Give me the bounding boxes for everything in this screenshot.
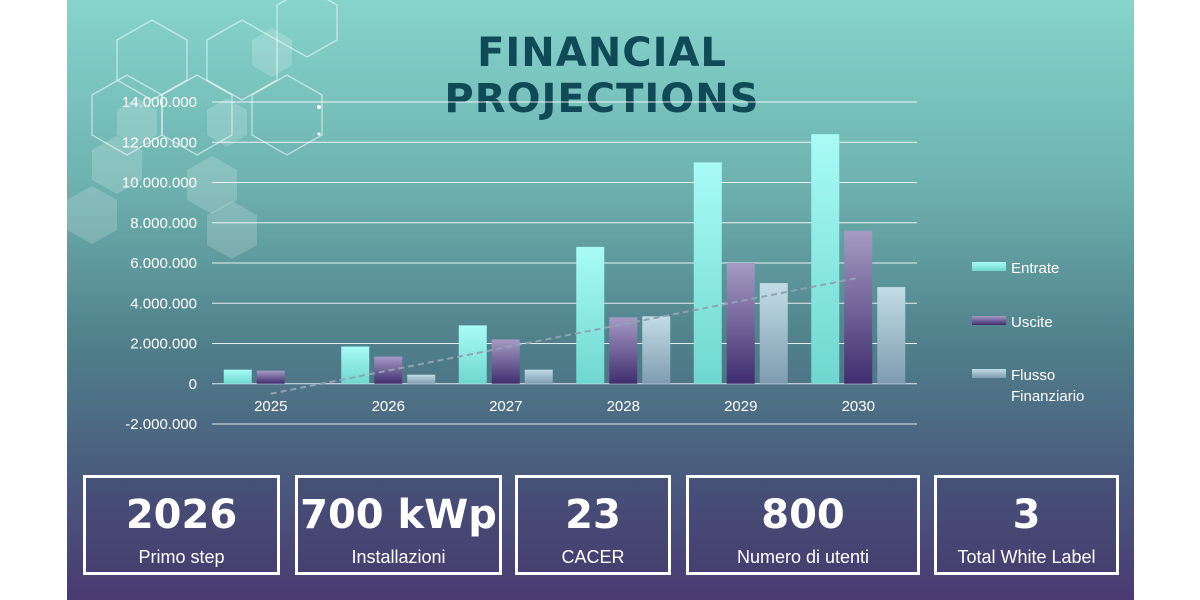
- kpi-value: 2026: [125, 492, 238, 538]
- kpi-card-cacer: 23 CACER: [515, 475, 671, 575]
- kpi-label: Installazioni: [351, 547, 446, 567]
- bar-uscite: [609, 317, 638, 384]
- legend-label: Finanziario: [1011, 388, 1084, 405]
- chart-bars: [223, 134, 906, 385]
- y-tick-label: 10.000.000: [122, 175, 197, 192]
- bar-uscite: [374, 356, 403, 384]
- bar-uscite: [726, 263, 755, 384]
- y-tick-label: -2.000.000: [125, 416, 197, 433]
- bar-uscite: [844, 230, 873, 384]
- kpi-label: Primo step: [138, 547, 225, 567]
- x-tick-label: 2027: [489, 398, 522, 415]
- bar-flusso-finanziario: [289, 383, 318, 385]
- bar-uscite: [256, 370, 285, 384]
- kpi-label: Total White Label: [957, 547, 1096, 567]
- y-axis-ticks: 14.000.000 12.000.000 10.000.000 8.000.000 6…: [122, 94, 197, 433]
- y-tick-label: 0: [189, 376, 197, 393]
- kpi-value: 700 kWp: [300, 492, 497, 538]
- kpi-label: CACER: [561, 547, 625, 567]
- kpi-value: 800: [761, 492, 845, 538]
- y-tick-label: 8.000.000: [130, 215, 197, 232]
- legend-label: Uscite: [1011, 314, 1053, 331]
- chart-legend: Entrate Uscite Flusso Finanziario: [972, 260, 1084, 405]
- x-axis-ticks: 2025 2026 2027 2028 2029 2030: [254, 398, 875, 415]
- kpi-card-primo-step: 2026 Primo step: [83, 475, 280, 575]
- x-tick-label: 2028: [607, 398, 640, 415]
- bar-entrate: [693, 162, 722, 384]
- x-tick-label: 2026: [372, 398, 405, 415]
- legend-label: Entrate: [1011, 260, 1059, 277]
- hexagon-decoration: [67, 0, 338, 259]
- kpi-value: 23: [565, 492, 621, 538]
- x-tick-label: 2029: [724, 398, 757, 415]
- kpi-card-white-label: 3 Total White Label: [934, 475, 1119, 575]
- bar-flusso-finanziario: [877, 287, 906, 384]
- y-tick-label: 2.000.000: [130, 336, 197, 353]
- bar-entrate: [811, 134, 840, 384]
- x-tick-label: 2030: [842, 398, 875, 415]
- kpi-label: Numero di utenti: [736, 547, 870, 567]
- kpi-value: 3: [1012, 492, 1041, 538]
- chart-grid: [212, 101, 917, 425]
- bar-entrate: [576, 246, 605, 384]
- y-tick-label: 14.000.000: [122, 94, 197, 111]
- y-tick-label: 6.000.000: [130, 255, 197, 272]
- legend-swatch: [972, 262, 1006, 271]
- kpi-card-installazioni: 700 kWp Installazioni: [295, 475, 502, 575]
- y-tick-label: 12.000.000: [122, 134, 197, 151]
- bar-uscite: [491, 339, 520, 384]
- bar-flusso-finanziario: [524, 369, 553, 384]
- y-tick-label: 4.000.000: [130, 295, 197, 312]
- bar-flusso-finanziario: [407, 374, 436, 384]
- legend-swatch: [972, 316, 1006, 325]
- bar-entrate: [223, 369, 252, 384]
- bar-flusso-finanziario: [759, 283, 788, 384]
- kpi-card-numero-utenti: 800 Numero di utenti: [686, 475, 920, 575]
- legend-label: Flusso: [1011, 367, 1055, 384]
- x-tick-label: 2025: [254, 398, 287, 415]
- bar-flusso-finanziario: [642, 316, 671, 384]
- slide-background: FINANCIAL PROJECTIONS 14.000.000 12.000.0…: [67, 0, 1134, 600]
- bar-chart: 14.000.000 12.000.000 10.000.000 8.000.000 6…: [122, 94, 1084, 433]
- page-title: FINANCIAL PROJECTIONS: [444, 30, 760, 122]
- legend-swatch: [972, 369, 1006, 378]
- bar-entrate: [341, 346, 370, 384]
